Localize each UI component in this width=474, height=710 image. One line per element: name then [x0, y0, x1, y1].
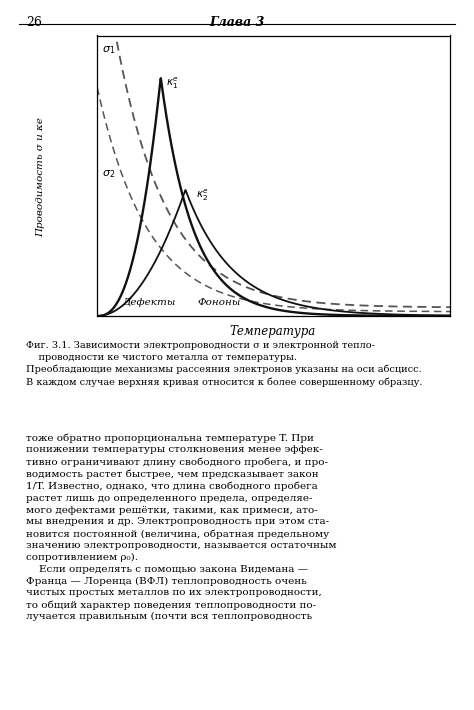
Text: Фиг. 3.1. Зависимости электропроводности σ и электронной тепло-
    проводности : Фиг. 3.1. Зависимости электропроводности… [26, 341, 422, 387]
Text: Дефекты: Дефекты [122, 297, 175, 307]
Text: 26: 26 [26, 16, 42, 29]
Text: $\kappa_2^e$: $\kappa_2^e$ [196, 187, 209, 203]
Text: Проводимость σ и κe: Проводимость σ и κe [36, 118, 45, 237]
Text: тоже обратно пропорциональна температуре T. При
понижении температуры столкновен: тоже обратно пропорциональна температуре… [26, 433, 337, 621]
Text: $\kappa_1^e$: $\kappa_1^e$ [166, 75, 179, 91]
Text: Температура: Температура [229, 325, 316, 338]
Text: Глава 3: Глава 3 [210, 16, 264, 29]
Text: Фононы: Фононы [198, 297, 241, 307]
Text: $\sigma_1$: $\sigma_1$ [102, 44, 116, 56]
Text: $\sigma_2$: $\sigma_2$ [102, 168, 116, 180]
